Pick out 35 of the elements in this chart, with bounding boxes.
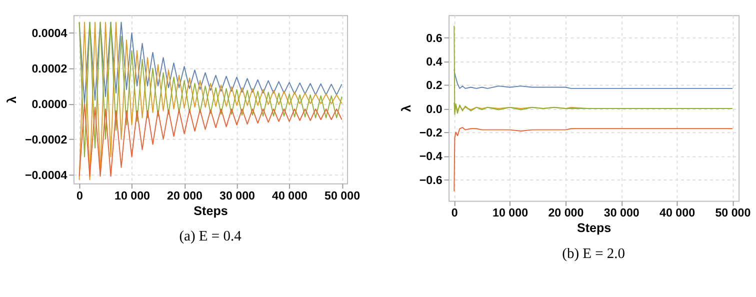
y-tick-label: 0.2	[426, 79, 442, 92]
x-tick-label: 50 000	[324, 189, 360, 202]
x-axis-title: Steps	[576, 221, 612, 236]
line-series	[454, 126, 733, 192]
line-series	[454, 69, 733, 89]
x-tick-label: 50 000	[715, 206, 751, 220]
y-tick-label: −0.6	[419, 174, 443, 187]
y-tick-label: 0.0004	[32, 27, 68, 40]
line-series	[78, 22, 342, 104]
x-tick-label: 20 000	[167, 189, 202, 202]
text: (b) E = 2.0	[562, 246, 626, 262]
x-tick-label: 30 000	[604, 206, 640, 220]
x-tick-label: 30 000	[220, 189, 256, 202]
y-tick-label: −0.0004	[24, 168, 68, 182]
x-tick-label: 40 000	[272, 189, 308, 202]
x-tick-label: 10 000	[492, 206, 528, 220]
line-series	[78, 103, 342, 177]
y-tick-label: −0.4	[419, 150, 443, 164]
y-tick-label: 0.0002	[32, 62, 68, 76]
x-tick-label: 20 000	[548, 206, 584, 220]
x-tick-label: 10 000	[114, 189, 150, 202]
line-series	[454, 25, 733, 115]
y-tick-label: 0.0000	[32, 98, 68, 112]
text: (a) E = 0.4	[179, 228, 242, 244]
x-tick-label: 0	[76, 189, 83, 202]
x-tick-label: 40 000	[660, 206, 696, 220]
x-tick-label: 0	[451, 206, 458, 220]
y-axis-title: λ	[5, 96, 20, 104]
y-tick-label: −0.0002	[24, 133, 68, 146]
y-tick-label: 0.0	[426, 102, 442, 116]
y-tick-label: −0.2	[419, 126, 442, 140]
x-axis-title: Steps	[194, 204, 228, 218]
y-tick-label: 0.6	[426, 32, 443, 45]
y-axis-title: λ	[400, 104, 414, 112]
y-tick-label: 0.4	[426, 56, 443, 69]
